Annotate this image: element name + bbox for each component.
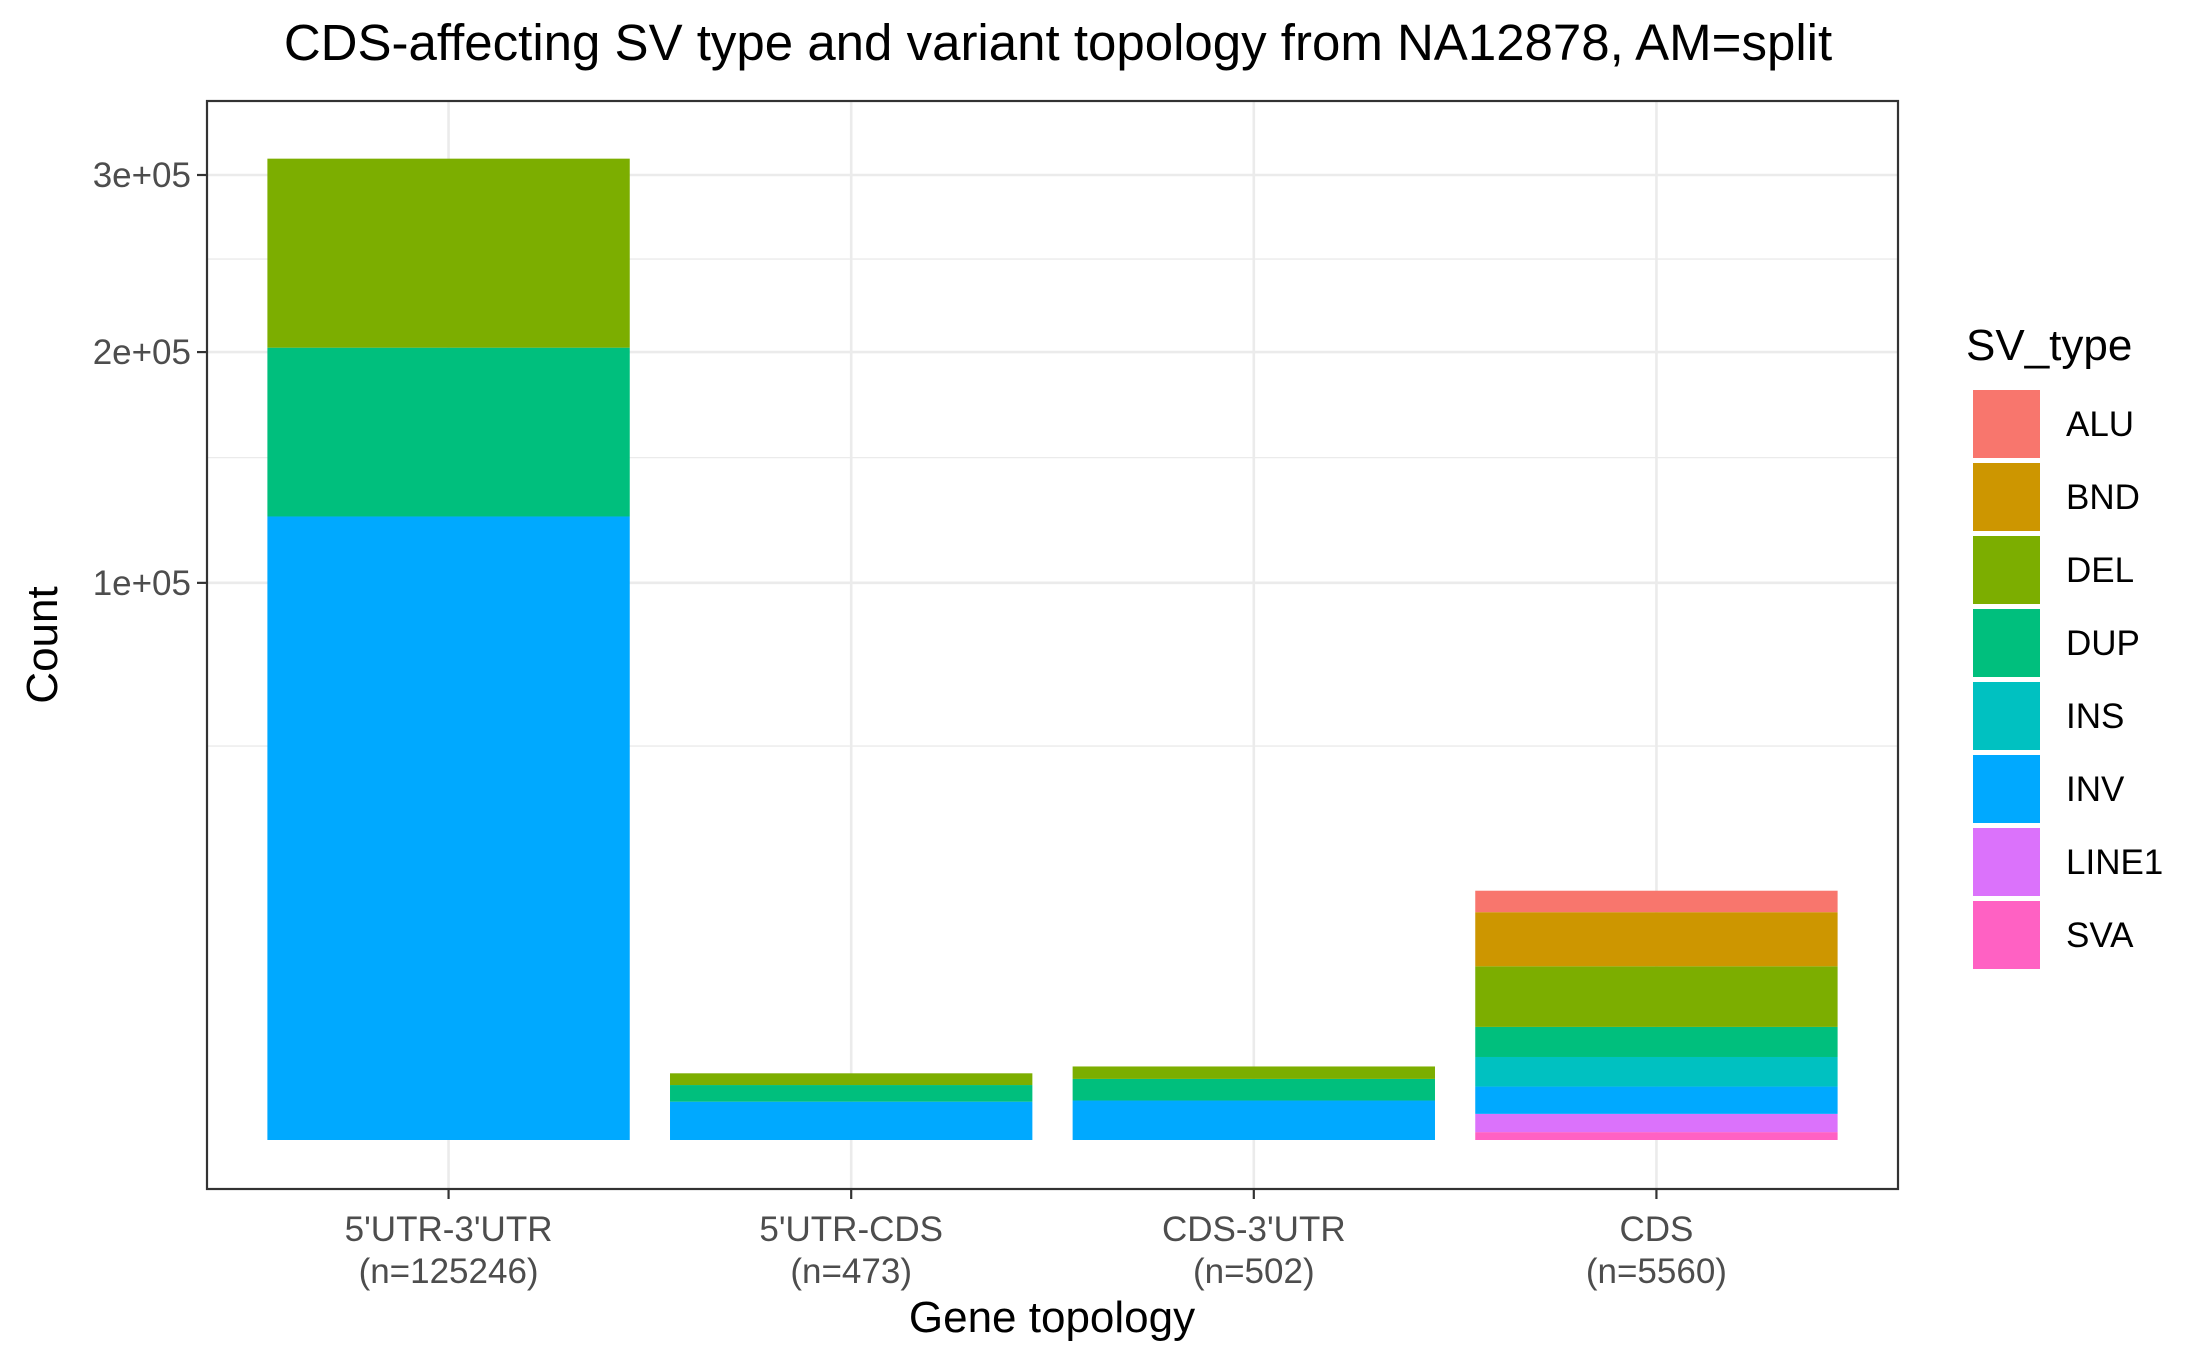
legend-label-bnd: BND bbox=[2066, 478, 2140, 517]
bar-segment-inv bbox=[670, 1101, 1033, 1140]
bar-segment-del bbox=[1475, 966, 1838, 1027]
bar-segment-del bbox=[670, 1073, 1033, 1086]
bar-segment-ins bbox=[1475, 1056, 1838, 1087]
x-tick-count-label: (n=5560) bbox=[1586, 1252, 1727, 1291]
legend-title: SV_type bbox=[1966, 321, 2132, 370]
x-tick-count-label: (n=502) bbox=[1193, 1252, 1315, 1291]
x-tick-count-label: (n=473) bbox=[790, 1252, 912, 1291]
bar-segment-line1 bbox=[1475, 1113, 1838, 1133]
y-tick-label: 2e+05 bbox=[93, 333, 191, 372]
legend-label-sva: SVA bbox=[2066, 916, 2134, 955]
x-tick-label: CDS-3'UTR bbox=[1162, 1210, 1346, 1249]
legend-label-inv: INV bbox=[2066, 770, 2125, 809]
bar-segment-inv bbox=[1072, 1100, 1435, 1140]
legend-key-ins bbox=[1973, 682, 2040, 750]
bar-segment-dup bbox=[1072, 1078, 1435, 1101]
y-tick-label: 1e+05 bbox=[93, 564, 191, 603]
bar-segment-alu bbox=[1475, 890, 1838, 913]
legend-label-dup: DUP bbox=[2066, 624, 2140, 663]
legend-key-line1 bbox=[1973, 828, 2040, 896]
legend-key-sva bbox=[1973, 901, 2040, 969]
x-tick-label: 5'UTR-3'UTR bbox=[345, 1210, 553, 1249]
bar-segment-inv bbox=[267, 516, 630, 1140]
bar-segment-dup bbox=[1475, 1026, 1838, 1057]
bars bbox=[267, 158, 1838, 1140]
chart-title: CDS-affecting SV type and variant topolo… bbox=[284, 14, 1832, 71]
legend-key-alu bbox=[1973, 390, 2040, 458]
legend-label-del: DEL bbox=[2066, 551, 2134, 590]
x-tick-count-label: (n=125246) bbox=[359, 1252, 539, 1291]
plot-panel-border bbox=[205, 99, 1900, 1191]
bar-segment-sva bbox=[1475, 1132, 1838, 1140]
bar-segment-dup bbox=[670, 1085, 1033, 1102]
legend-key-inv bbox=[1973, 755, 2040, 823]
bar-segment-inv bbox=[1475, 1086, 1838, 1114]
legend-key-bnd bbox=[1973, 463, 2040, 531]
legend-label-line1: LINE1 bbox=[2066, 843, 2163, 882]
bar-segment-dup bbox=[267, 347, 630, 517]
bar-segment-del bbox=[1072, 1066, 1435, 1079]
x-tick-label: 5'UTR-CDS bbox=[759, 1210, 943, 1249]
x-tick-label: CDS bbox=[1619, 1210, 1693, 1249]
x-axis: 5'UTR-3'UTR(n=125246) 5'UTR-CDS(n=473) CDS… bbox=[345, 1189, 1727, 1291]
legend-key-dup bbox=[1973, 609, 2040, 677]
bar-segment-bnd bbox=[1475, 912, 1838, 967]
y-axis-title: Count bbox=[18, 586, 67, 703]
legend-key-del bbox=[1973, 536, 2040, 604]
y-axis: 1e+05 2e+05 3e+05 bbox=[93, 156, 207, 603]
legend-label-ins: INS bbox=[2066, 697, 2124, 736]
y-tick-label: 3e+05 bbox=[93, 156, 191, 195]
bar-segment-del bbox=[267, 158, 630, 348]
legend-label-alu: ALU bbox=[2066, 405, 2134, 444]
legend: SV_type ALU BND DEL DUP INS INV LINE1 SVA bbox=[1966, 321, 2163, 969]
x-axis-title: Gene topology bbox=[909, 1293, 1195, 1342]
